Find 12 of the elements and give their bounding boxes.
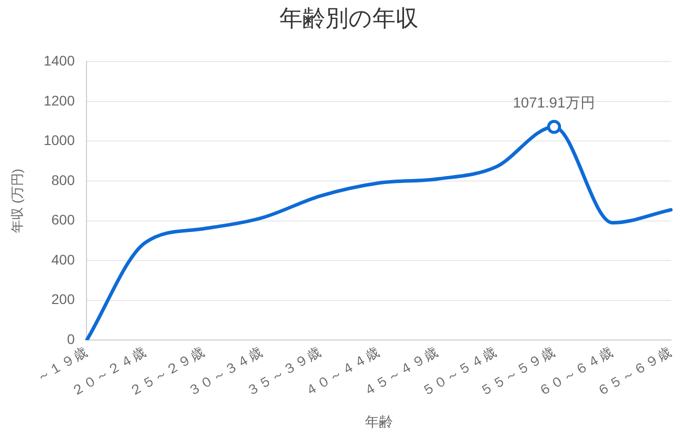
- y-tick-label: 400: [51, 251, 75, 268]
- y-tick-label: 600: [51, 212, 75, 228]
- y-tick-label: 0: [66, 331, 75, 348]
- y-axis-title: 年収 (万円): [9, 168, 24, 234]
- x-axis-title: 年齢: [364, 413, 393, 430]
- y-tick-label: 1000: [44, 132, 75, 148]
- annotation: 1071.91万円: [512, 96, 596, 112]
- y-tick-label: 1400: [44, 52, 75, 68]
- y-tick-label: 200: [51, 291, 75, 308]
- y-tick-label: 800: [51, 172, 75, 188]
- chart-title: 年齢別の年収: [280, 5, 418, 32]
- y-tick-label: 1200: [44, 92, 75, 108]
